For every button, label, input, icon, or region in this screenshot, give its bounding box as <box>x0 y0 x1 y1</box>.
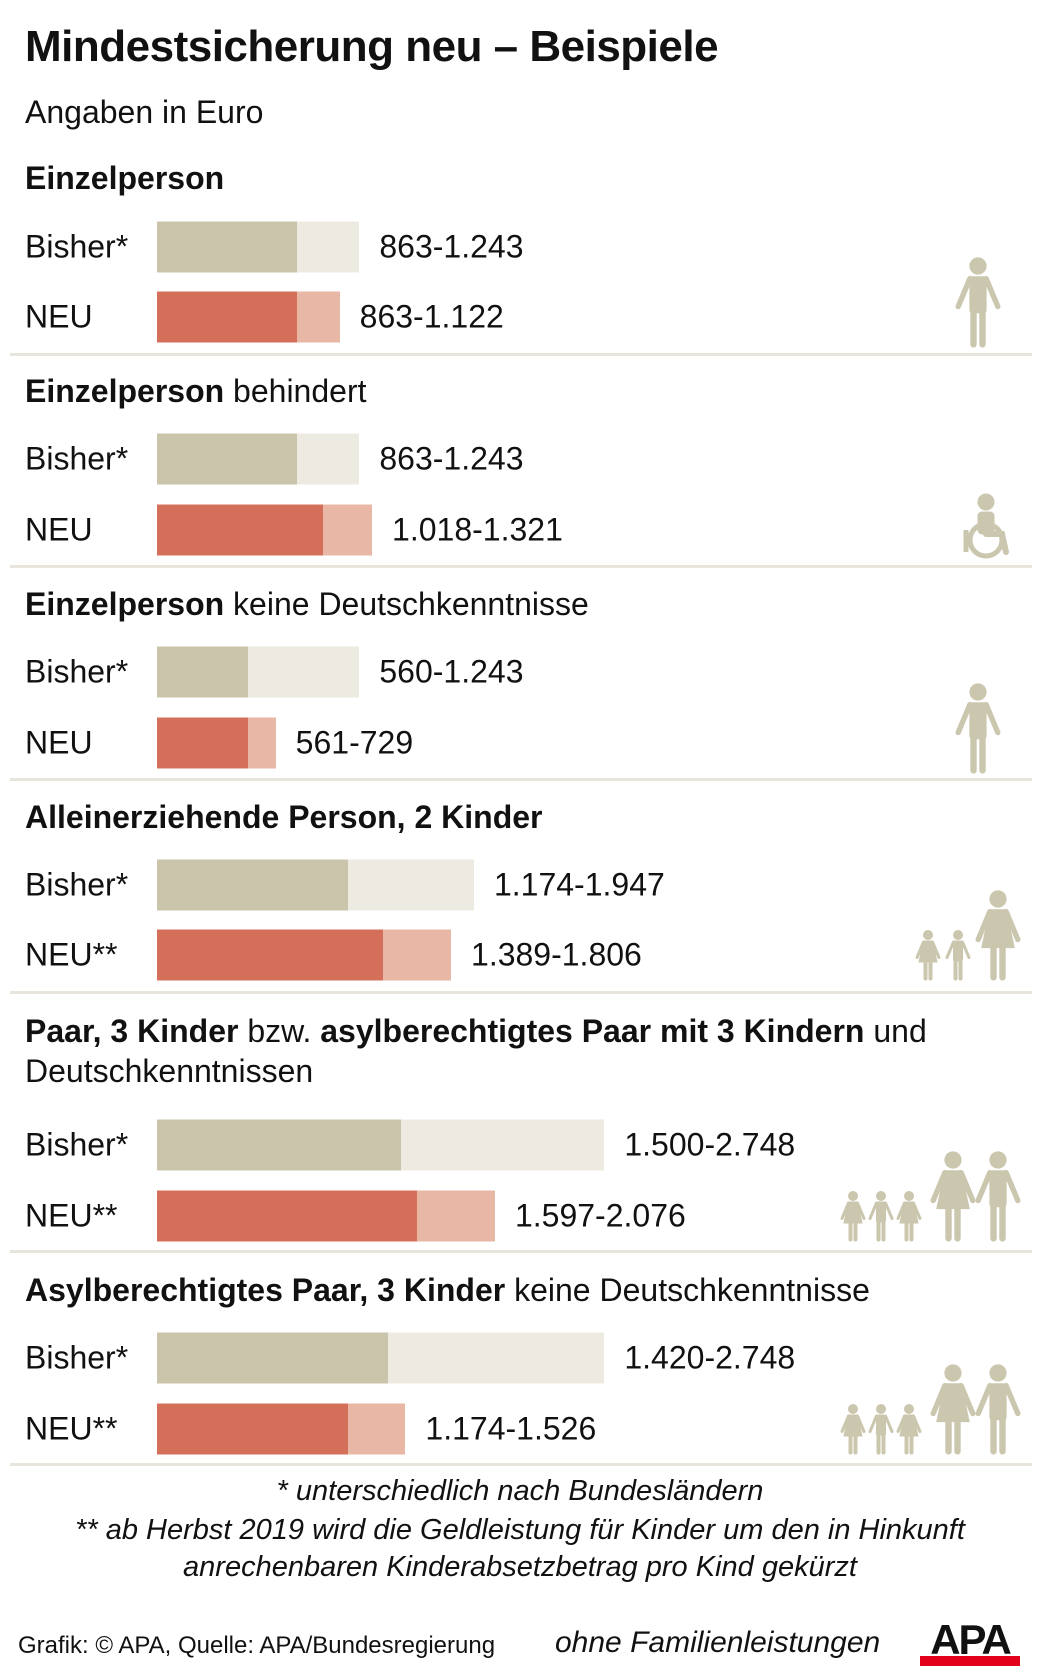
value-label: 1.597-2.076 <box>514 1197 686 1234</box>
bar-neu-max <box>348 1403 406 1455</box>
footnote-1: * unterschiedlich nach Bundesländern <box>276 1475 764 1507</box>
header-segment: Einzelperson <box>25 586 225 622</box>
section-header: Einzelperson behindert <box>25 371 1025 411</box>
bar-bisher-max <box>401 1119 605 1171</box>
section-header: Alleinerziehende Person, 2 Kinder <box>25 797 1025 837</box>
row-label-neu: NEU <box>25 511 93 548</box>
bar-neu-min <box>157 1403 349 1455</box>
value-label: 863-1.243 <box>379 228 524 265</box>
section-divider <box>10 1463 1032 1466</box>
footnote-2: ** ab Herbst 2019 wird die Geldleistung … <box>75 1514 965 1546</box>
value-label: 863-1.243 <box>379 440 524 477</box>
row-label-bisher: Bisher* <box>25 228 129 265</box>
svg-text:APA: APA <box>930 1618 1011 1663</box>
header-segment: keine Deutschkenntnisse <box>224 586 589 622</box>
row-label-neu: NEU** <box>25 1197 118 1234</box>
header-segment: Einzelperson <box>25 160 225 196</box>
chart-subtitle: Angaben in Euro <box>25 94 264 130</box>
note-text: ohne Familienleistungen <box>555 1626 881 1659</box>
couple-three-children-icon <box>840 1151 1021 1242</box>
person-icon <box>955 257 1001 348</box>
header-segment: keine Deutschkenntnisse <box>505 1272 870 1308</box>
bar-bisher-min <box>157 859 349 911</box>
bar-neu-min <box>157 717 249 769</box>
bar-neu-min <box>157 929 384 981</box>
header-segment: Asylberechtigtes Paar, 3 Kinder <box>25 1272 506 1308</box>
header-segment: Alleinerziehende Person, 2 Kinder <box>25 799 543 835</box>
person-icon <box>955 683 1001 774</box>
bar-neu-min <box>157 291 298 343</box>
section-header: Asylberechtigtes Paar, 3 Kinder keine De… <box>25 1270 1025 1310</box>
section-divider <box>10 991 1032 994</box>
apa-logo: APA <box>920 1618 1020 1666</box>
section-divider <box>10 778 1032 781</box>
wheelchair-icon <box>963 493 1009 559</box>
bar-neu-max <box>322 504 373 556</box>
couple-three-children-icon <box>840 1364 1021 1455</box>
header-segment: asylberechtigtes Paar mit 3 Kindern <box>320 1013 865 1049</box>
value-label: 561-729 <box>295 724 414 761</box>
bar-bisher-min <box>157 1332 389 1384</box>
section-header: Einzelperson keine Deutschkenntnisse <box>25 584 1025 624</box>
bar-neu-max <box>248 717 276 769</box>
value-label: 1.174-1.526 <box>425 1410 597 1447</box>
row-label-bisher: Bisher* <box>25 653 129 690</box>
value-label: 560-1.243 <box>379 653 524 690</box>
section-header: Paar, 3 Kinder bzw. asylberechtigtes Paa… <box>25 1011 1025 1091</box>
value-label: 1.500-2.748 <box>624 1126 796 1163</box>
value-label: 863-1.122 <box>359 298 504 335</box>
row-label-bisher: Bisher* <box>25 1126 129 1163</box>
chart-title: Mindestsicherung neu – Beispiele <box>25 22 719 71</box>
bar-neu-max <box>297 291 340 343</box>
section-divider <box>10 565 1032 568</box>
bar-bisher-max <box>297 221 360 273</box>
bar-neu-max <box>383 929 451 981</box>
bar-bisher-min <box>157 646 249 698</box>
row-label-bisher: Bisher* <box>25 1339 129 1376</box>
row-label-bisher: Bisher* <box>25 440 129 477</box>
bar-bisher-min <box>157 433 298 485</box>
header-segment: und Deutschkenntnissen <box>25 1013 927 1089</box>
bar-bisher-max <box>388 1332 605 1384</box>
bar-bisher-max <box>348 859 474 911</box>
bar-bisher-min <box>157 1119 402 1171</box>
value-label: 1.389-1.806 <box>471 936 642 973</box>
bar-neu-max <box>416 1190 495 1242</box>
bar-neu-min <box>157 504 323 556</box>
header-segment: behindert <box>224 373 367 409</box>
row-label-neu: NEU <box>25 724 93 761</box>
footnote-3: anrechenbaren Kinderabsetzbetrag pro Kin… <box>183 1551 857 1583</box>
row-label-neu: NEU** <box>25 1410 118 1447</box>
row-label-neu: NEU <box>25 298 93 335</box>
row-label-bisher: Bisher* <box>25 866 129 903</box>
single-parent-two-children-icon <box>915 890 1021 981</box>
section-divider <box>10 1250 1032 1253</box>
source-credit: Grafik: © APA, Quelle: APA/Bundesregieru… <box>18 1632 496 1659</box>
value-label: 1.174-1.947 <box>493 866 665 903</box>
row-label-neu: NEU** <box>25 936 118 973</box>
bar-bisher-min <box>157 221 298 273</box>
value-label: 1.420-2.748 <box>624 1339 796 1376</box>
header-segment: Einzelperson <box>25 373 225 409</box>
value-label: 1.018-1.321 <box>392 511 563 548</box>
bar-bisher-max <box>248 646 360 698</box>
bar-bisher-max <box>297 433 360 485</box>
section-header: Einzelperson <box>25 158 1025 198</box>
section-divider <box>10 353 1032 356</box>
bar-neu-min <box>157 1190 417 1242</box>
header-segment: Paar, 3 Kinder <box>25 1013 239 1049</box>
header-segment: bzw. <box>238 1013 321 1049</box>
